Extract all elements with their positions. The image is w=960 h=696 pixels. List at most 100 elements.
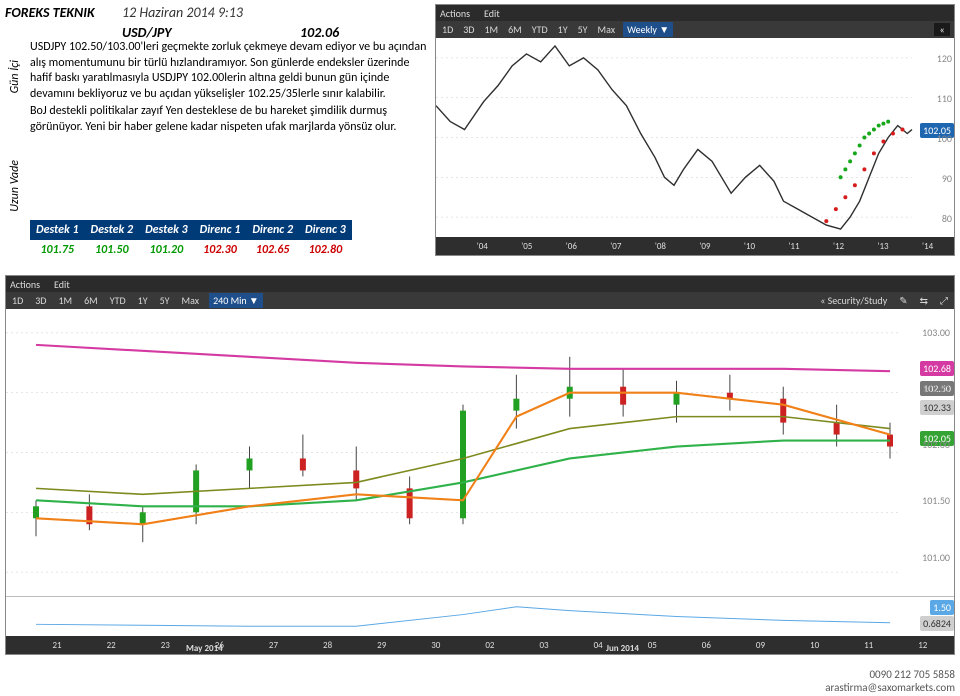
sr-header: Direnc 1 bbox=[194, 220, 247, 240]
chart2-xlabel: 03 bbox=[539, 640, 548, 651]
sidebar-uzun-vade: Uzun Vade bbox=[8, 160, 22, 212]
chart1-xlabel: '07 bbox=[610, 241, 621, 252]
chart1-plot: 102.05 8090100110120 bbox=[436, 38, 954, 237]
chevron-left-icon[interactable]: « bbox=[934, 23, 950, 36]
sr-header: Destek 1 bbox=[30, 220, 85, 240]
chart2-xlabel: 12 bbox=[918, 640, 927, 651]
chart2-xlabel: 06 bbox=[702, 640, 711, 651]
chart1-xlabel: '04 bbox=[477, 241, 488, 252]
sidebar-gun-ici: Gün İçi bbox=[8, 60, 22, 93]
chart2-xlabel: 02 bbox=[485, 640, 494, 651]
chart2-indicator: 1.500.6824 bbox=[6, 596, 954, 636]
chart1-menu-item[interactable]: Edit bbox=[484, 7, 500, 19]
chart1-ytick: 110 bbox=[937, 92, 952, 105]
chart2-tool-icon[interactable]: ⤢ bbox=[938, 294, 950, 307]
chart2-range-5Y[interactable]: 5Y bbox=[158, 294, 172, 307]
chart1-ytick: 90 bbox=[942, 172, 952, 185]
chart1-xlabel: '08 bbox=[655, 241, 666, 252]
chart1-range-selected[interactable]: Weekly ▼ bbox=[623, 22, 673, 37]
sr-value: 102.65 bbox=[246, 240, 299, 260]
chart1-xlabel: '05 bbox=[521, 241, 532, 252]
doc-date: 12 Haziran 2014 9:13 bbox=[122, 4, 243, 21]
footer-email: arastirma@saxomarkets.com bbox=[0, 681, 955, 694]
pair-label: USD/JPY bbox=[122, 24, 172, 41]
chart2-xlabel: 09 bbox=[756, 640, 765, 651]
chart1-ytick: 120 bbox=[937, 52, 952, 65]
chart2-rangebar: 1D 3D 1M 6M YTD 1Y 5Y Max 240 Min ▼ « Security/St… bbox=[6, 292, 954, 309]
chart1-range-YTD[interactable]: YTD bbox=[530, 23, 550, 36]
chart2-xlabel: 28 bbox=[323, 640, 332, 651]
sr-value: 102.80 bbox=[299, 240, 352, 260]
chart2-tool-icon[interactable]: ⇆ bbox=[918, 294, 930, 307]
chart1-range-3D[interactable]: 3D bbox=[461, 23, 476, 36]
chart2-xaxis: 2122232627282930020304050609101112May 20… bbox=[6, 636, 954, 654]
chart2-xlabel: 10 bbox=[810, 640, 819, 651]
chart1-xlabel: '10 bbox=[744, 241, 755, 252]
chart2-indicator-badge: 0.6824 bbox=[920, 616, 954, 631]
chart2-menu-item[interactable]: Edit bbox=[54, 278, 70, 290]
chart2-ytick: 101.50 bbox=[922, 494, 950, 507]
chart1-xlabel: '09 bbox=[699, 241, 710, 252]
chart1-xlabel: '12 bbox=[833, 241, 844, 252]
chart1-xlabel: '13 bbox=[877, 241, 888, 252]
chart1-xlabel: '14 bbox=[922, 241, 933, 252]
chart2-ytick: 101.00 bbox=[922, 551, 950, 564]
chart2-price-badge: 102.68 bbox=[920, 361, 954, 376]
chart2-xlabel: 27 bbox=[269, 640, 278, 651]
chart1-ytick: 100 bbox=[937, 132, 952, 145]
pair-price: 102.06 bbox=[300, 24, 339, 41]
chart2-range-Max[interactable]: Max bbox=[180, 294, 202, 307]
chart2-xlabel: 05 bbox=[648, 640, 657, 651]
chart2-ytick: 102.50 bbox=[922, 382, 950, 395]
sr-header: Direnc 2 bbox=[246, 220, 299, 240]
chart2-plot: 102.68102.50102.33102.05 101.00101.50102… bbox=[6, 309, 954, 596]
chart2-toolbar: Actions Edit bbox=[6, 276, 954, 292]
sr-header: Direnc 3 bbox=[299, 220, 352, 240]
chart2-range-1M[interactable]: 1M bbox=[56, 294, 74, 307]
chart2-xlabel: 04 bbox=[594, 640, 603, 651]
footer-phone: 0090 212 705 5858 bbox=[0, 668, 955, 681]
chart1-range-Max[interactable]: Max bbox=[596, 23, 618, 36]
chart2-indicator-badge: 1.50 bbox=[930, 600, 954, 615]
chart1-xlabel: '06 bbox=[566, 241, 577, 252]
chart1-ytick: 80 bbox=[942, 212, 952, 225]
chart1-xlabel: '11 bbox=[788, 241, 799, 252]
support-resistance-table: Destek 1Destek 2Destek 3Direnc 1Direnc 2… bbox=[30, 220, 352, 260]
chart1-toolbar: Actions Edit bbox=[436, 5, 954, 21]
chart1-range-1M[interactable]: 1M bbox=[482, 23, 500, 36]
chart2-range-YTD[interactable]: YTD bbox=[108, 294, 128, 307]
chart2-range-selected[interactable]: 240 Min ▼ bbox=[209, 293, 263, 308]
chart2-price-badge: 102.33 bbox=[920, 400, 954, 415]
chart2-ytick: 103.00 bbox=[922, 326, 950, 339]
sr-value: 101.50 bbox=[85, 240, 140, 260]
chart2-month-left: May 2014 bbox=[186, 643, 223, 654]
analysis-p1: USDJPY 102.50/103.00'leri geçmekte zorlu… bbox=[30, 40, 428, 102]
chart2-tool-icon[interactable]: ✎ bbox=[897, 294, 909, 307]
sr-header: Destek 2 bbox=[85, 220, 140, 240]
chart1-range-5Y[interactable]: 5Y bbox=[576, 23, 590, 36]
weekly-chart: ActionsEdit 1D3D1M6MYTD1Y5YMaxWeekly ▼« … bbox=[435, 4, 955, 256]
analysis-p2: BoJ destekli politikalar zayıf Yen deste… bbox=[30, 104, 428, 135]
chart2-month-right: Jun 2014 bbox=[606, 643, 639, 654]
chart2-menu-item[interactable]: Actions bbox=[10, 278, 40, 290]
chart2-range-3D[interactable]: 3D bbox=[33, 294, 48, 307]
chart2-xlabel: 22 bbox=[107, 640, 116, 651]
chart1-menu-item[interactable]: Actions bbox=[440, 7, 470, 19]
chart2-range-1D[interactable]: 1D bbox=[10, 294, 25, 307]
intraday-chart: Actions Edit 1D 3D 1M 6M YTD 1Y 5Y Max 240 Min ▼ «… bbox=[5, 275, 955, 655]
chart2-ytick: 102.00 bbox=[922, 438, 950, 451]
sr-header: Destek 3 bbox=[139, 220, 194, 240]
sr-value: 101.75 bbox=[30, 240, 85, 260]
analysis-text: USDJPY 102.50/103.00'leri geçmekte zorlu… bbox=[30, 40, 428, 136]
chart2-range-1Y[interactable]: 1Y bbox=[136, 294, 150, 307]
chart2-tool-icon[interactable]: « Security/Study bbox=[818, 294, 889, 307]
chart1-rangebar: 1D 3D 1M 6M YTD 1Y 5Y Max Weekly ▼ « bbox=[436, 21, 954, 38]
chart1-range-6M[interactable]: 6M bbox=[506, 23, 524, 36]
chart2-xlabel: 23 bbox=[161, 640, 170, 651]
chart2-range-6M[interactable]: 6M bbox=[82, 294, 100, 307]
chart2-xlabel: 11 bbox=[864, 640, 873, 651]
chart2-xlabel: 21 bbox=[52, 640, 61, 651]
sr-value: 102.30 bbox=[194, 240, 247, 260]
chart1-range-1D[interactable]: 1D bbox=[440, 23, 455, 36]
chart1-range-1Y[interactable]: 1Y bbox=[556, 23, 570, 36]
